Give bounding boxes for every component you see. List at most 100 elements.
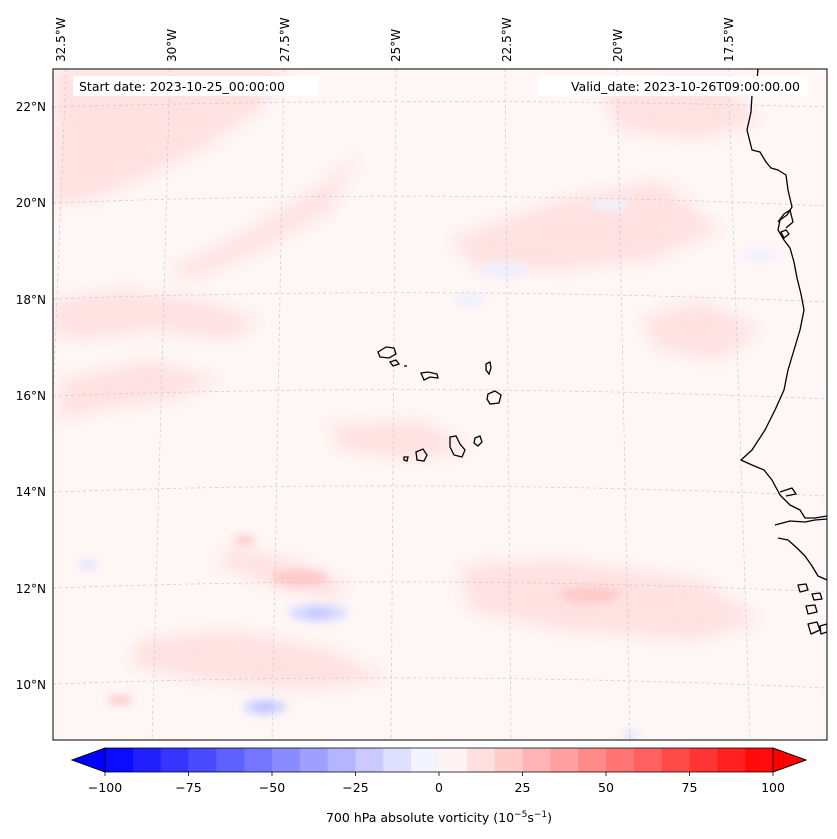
cb-tick-label: 0	[435, 780, 443, 795]
bijagos-island-5	[819, 623, 827, 635]
lon-label: 27.5°W	[278, 17, 292, 62]
meridian-20w	[616, 69, 631, 740]
colorbar-cell	[661, 748, 690, 772]
cb-tick-label: −100	[88, 780, 122, 795]
meridian-25w	[390, 69, 397, 740]
colorbar-title: 700 hPa absolute vorticity (10−5s−1)	[326, 810, 552, 825]
island-santo-antao	[377, 346, 397, 359]
header-labels: Start date: 2023-10-25_00:00:00 Valid_da…	[73, 76, 808, 96]
lat-label: 18°N	[16, 293, 46, 307]
cb-tick-label: 75	[682, 780, 698, 795]
cb-tick-label: 25	[515, 780, 531, 795]
lon-label: 30°W	[165, 29, 179, 62]
colorbar-high-extension	[772, 747, 808, 773]
lat-label: 16°N	[16, 389, 46, 403]
guinea-bissau-coast	[777, 537, 827, 581]
colorbar-cell	[550, 748, 579, 772]
longitude-labels: 32.5°W 30°W 27.5°W 25°W 22.5°W 20°W 17.5…	[54, 17, 736, 62]
lon-label: 32.5°W	[54, 17, 68, 62]
colorbar: −100 −75 −50 −25 0 25 50 75 100 700 hPa …	[70, 747, 808, 825]
island-santiago	[449, 435, 466, 458]
start-date-box	[73, 76, 319, 96]
positive-vorticity-patches	[53, 69, 760, 690]
colorbar-cell	[188, 748, 217, 772]
parallel-22n	[53, 101, 827, 108]
colorbar-cell	[132, 748, 162, 772]
colorbar-cell	[633, 748, 663, 772]
colorbar-cell	[272, 748, 301, 772]
lon-label: 22.5°W	[500, 17, 514, 62]
lat-label: 10°N	[16, 678, 46, 692]
vorticity-field	[53, 69, 827, 740]
valid-date-box	[538, 76, 808, 96]
parallel-12n	[53, 581, 827, 593]
bijagos-island-2	[811, 592, 823, 601]
parallel-18n	[53, 292, 827, 303]
meridian-17-5w	[727, 69, 751, 740]
island-brava	[403, 456, 409, 462]
lon-label: 17.5°W	[722, 17, 736, 62]
valid-date-label: Valid_date: 2023-10-26T09:00:00.00	[571, 79, 800, 94]
cape-verde-islands	[377, 346, 502, 462]
cb-tick-label: −75	[175, 780, 201, 795]
gridlines	[53, 69, 827, 740]
colorbar-cell	[439, 748, 468, 772]
cb-title-end: )	[547, 810, 552, 825]
meridian-32-5w	[53, 69, 67, 401]
colorbar-cell	[244, 748, 273, 772]
bijagos-island-1	[797, 583, 809, 593]
colorbar-cell	[105, 748, 134, 772]
start-date-label: Start date: 2023-10-25_00:00:00	[79, 79, 285, 94]
lat-label: 22°N	[16, 100, 46, 114]
cap-blanc	[780, 229, 790, 239]
cb-title-exp2: −1	[534, 810, 547, 820]
african-coastline	[740, 69, 827, 635]
lat-label: 20°N	[16, 196, 46, 210]
lat-label: 12°N	[16, 582, 46, 596]
meridian-27-5w	[271, 69, 285, 740]
colorbar-cell	[160, 748, 189, 772]
island-boa-vista	[486, 390, 502, 405]
map-frame	[52, 68, 828, 741]
colorbar-tick-labels: −100 −75 −50 −25 0 25 50 75 100	[88, 780, 785, 795]
colorbar-cell	[327, 748, 356, 772]
colorbar-cell	[466, 748, 496, 772]
lon-label: 20°W	[611, 29, 625, 62]
meridian-22-5w	[504, 69, 512, 740]
colorbar-cells	[105, 748, 774, 772]
colorbar-cell	[299, 748, 329, 772]
colorbar-cell	[717, 748, 746, 772]
cb-tick-label: 100	[761, 780, 785, 795]
parallel-14n	[53, 485, 827, 497]
island-sal	[485, 361, 492, 376]
west-africa-coast	[740, 69, 827, 519]
cb-tick-label: −25	[342, 780, 368, 795]
lat-label: 14°N	[16, 485, 46, 499]
dakhla-peninsula	[777, 209, 794, 229]
bijagos-island-3	[805, 604, 818, 615]
colorbar-ticks	[104, 772, 774, 776]
colorbar-cell	[578, 748, 607, 772]
colorbar-cell	[411, 748, 440, 772]
cb-tick-label: 50	[598, 780, 614, 795]
colorbar-cell	[745, 748, 774, 772]
island-fogo	[415, 448, 428, 462]
lon-label: 25°W	[389, 29, 403, 62]
stronger-positive-patches	[108, 535, 620, 705]
parallel-20n	[53, 195, 827, 207]
meridian-30w	[151, 69, 171, 740]
cb-title-main: 700 hPa absolute vorticity (10	[326, 810, 514, 825]
latitude-labels: 22°N 20°N 18°N 16°N 14°N 12°N 10°N	[16, 100, 46, 692]
colorbar-cell	[383, 748, 412, 772]
island-maio	[473, 435, 483, 447]
cb-title-mid: s	[527, 810, 534, 825]
colorbar-cell	[494, 748, 523, 772]
cb-tick-label: −50	[259, 780, 285, 795]
casamance-coast	[774, 518, 827, 526]
colorbar-cell	[355, 748, 384, 772]
island-sao-vicente	[388, 359, 401, 367]
colorbar-cell	[689, 748, 718, 772]
colorbar-cell	[522, 748, 551, 772]
colorbar-low-extension	[70, 747, 106, 773]
parallel-16n	[53, 389, 827, 400]
